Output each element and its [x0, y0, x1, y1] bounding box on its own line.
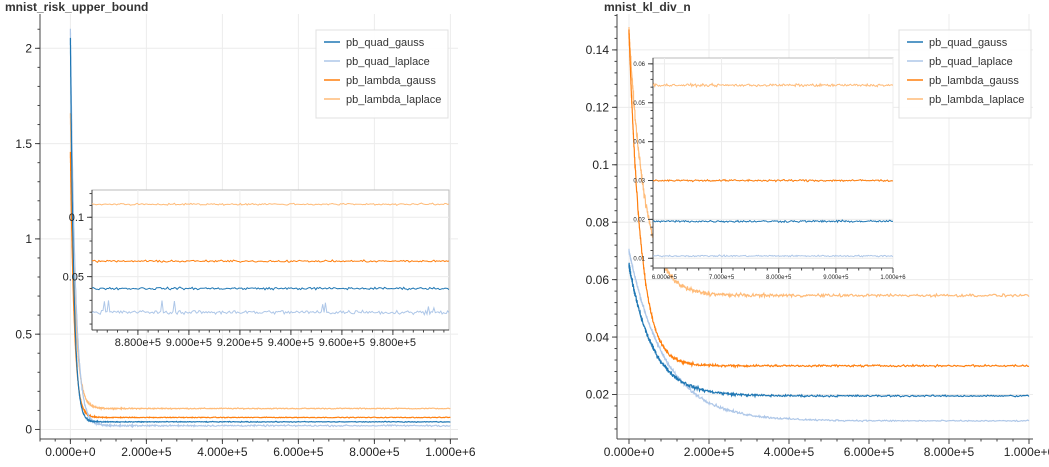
x-tick-label: 4.000e+5 [197, 445, 248, 459]
inset-series-line-pb_quad_laplace [653, 254, 893, 258]
inset-x-tick-label: 9.000e+5 [166, 337, 212, 349]
legend: pb_quad_gauss pb_quad_laplace pb_lambda_ga… [898, 29, 1032, 119]
inset-y-tick-label: 0.05 [633, 101, 645, 107]
y-tick-label: 0.5 [15, 327, 32, 341]
inset-x-tick-label: 9.200e+5 [217, 337, 263, 349]
inset-series-line-pb_lambda_laplace [92, 202, 449, 207]
legend-label: pb_quad_laplace [346, 56, 430, 68]
series-line-pb_quad_laplace [628, 248, 1030, 423]
series-line-pb_lambda_gauss [628, 29, 1030, 369]
inset-x-tick-label: 7.000e+5 [709, 275, 735, 281]
inset-x-tick-label: 9.400e+5 [268, 337, 314, 349]
legend-label: pb_quad_laplace [929, 56, 1013, 68]
x-tick-label: 2.000e+5 [684, 445, 735, 459]
x-tick-label: 0.000e+0 [45, 445, 96, 459]
inset-y-tick-label: 0.04 [633, 140, 645, 146]
y-tick-label: 0.02 [586, 388, 610, 402]
legend-label: pb_lambda_laplace [346, 94, 441, 106]
inset-y-tick-label: 0.03 [633, 179, 645, 185]
series-line-pb_quad_gauss [628, 262, 1030, 399]
y-tick-label: 1.5 [15, 137, 32, 151]
legend-label: pb_quad_gauss [929, 37, 1008, 49]
series-line-pb_quad_gauss [69, 37, 451, 424]
y-tick-label: 0.14 [586, 43, 610, 57]
legend-label: pb_quad_gauss [346, 37, 425, 49]
legend: pb_quad_gauss pb_quad_laplace pb_lambda_ga… [315, 29, 449, 119]
legend-box [315, 29, 449, 119]
inset-y-tick-label: 0.02 [633, 217, 645, 223]
y-tick-label: 0.08 [586, 215, 610, 229]
series-line-pb_lambda_laplace [628, 27, 1030, 300]
y-tick-label: 0.1 [592, 158, 609, 172]
inset-background [652, 57, 894, 269]
inset-x-tick-label: 8.000e+5 [766, 275, 792, 281]
inset-series-line-pb_lambda_gauss [92, 259, 449, 263]
inset-y-tick-label: 0.1 [69, 212, 84, 224]
x-tick-label: 2.000e+5 [121, 445, 172, 459]
x-tick-label: 1.000e+6 [1004, 445, 1049, 459]
inset-series-line-pb_quad_gauss [92, 286, 449, 291]
inset-x-tick-label: 8.800e+5 [115, 337, 161, 349]
inset-x-tick-label: 1.000e+6 [880, 275, 906, 281]
chart-1: mnist_kl_div_n 0.000e+0 2.000e+5 4.000e+5 6.… [586, 0, 1049, 459]
x-tick-label: 8.000e+5 [924, 445, 975, 459]
inset-series-line-pb_lambda_gauss [653, 178, 893, 183]
legend-label: pb_lambda_gauss [346, 75, 436, 87]
inset-series-line-pb_quad_laplace [92, 300, 449, 317]
inset-y-tick-label: 0.01 [633, 256, 645, 262]
y-tick-label: 0.04 [586, 330, 610, 344]
inset-y-tick-label: 0.05 [63, 271, 84, 283]
y-tick-label: 0 [25, 423, 32, 437]
inset-y-tick-label: 0.06 [633, 62, 645, 68]
y-tick-label: 0.06 [586, 273, 610, 287]
inset-x-tick-label: 9.800e+5 [370, 337, 416, 349]
inset-x-tick-label: 6.000e+5 [652, 275, 678, 281]
x-tick-label: 8.000e+5 [349, 445, 400, 459]
chart-title: mnist_kl_div_n [604, 0, 691, 14]
inset-x-tick-label: 9.000e+5 [823, 275, 849, 281]
legend-label: pb_lambda_laplace [929, 94, 1024, 106]
chart-title: mnist_risk_upper_bound [5, 0, 148, 14]
legend-label: pb_lambda_gauss [929, 75, 1019, 87]
x-tick-label: 6.000e+5 [273, 445, 324, 459]
x-tick-label: 4.000e+5 [764, 445, 815, 459]
series-line-pb_lambda_laplace [69, 113, 451, 411]
inset-plot: 8.800e+5 9.000e+5 9.200e+5 9.400e+5 9.600e+5… [63, 189, 450, 349]
y-tick-label: 1 [25, 232, 32, 246]
inset-series-line-pb_lambda_laplace [653, 82, 893, 89]
inset-x-tick-label: 9.600e+5 [319, 337, 365, 349]
inset-series-line-pb_quad_gauss [653, 219, 893, 224]
y-tick-label: 0.12 [586, 101, 610, 115]
chart-0: mnist_risk_upper_bound 0.000e+0 2.000e+5 4.… [5, 0, 476, 459]
y-tick-label: 2 [25, 42, 32, 56]
series-line-pb_quad_laplace [69, 28, 451, 429]
x-tick-label: 1.000e+6 [425, 445, 476, 459]
inset-plot: 6.000e+5 7.000e+5 8.000e+5 9.000e+5 1.000e+6… [633, 57, 906, 281]
x-tick-label: 6.000e+5 [844, 445, 895, 459]
legend-box [898, 29, 1032, 119]
x-tick-label: 0.000e+0 [604, 445, 655, 459]
